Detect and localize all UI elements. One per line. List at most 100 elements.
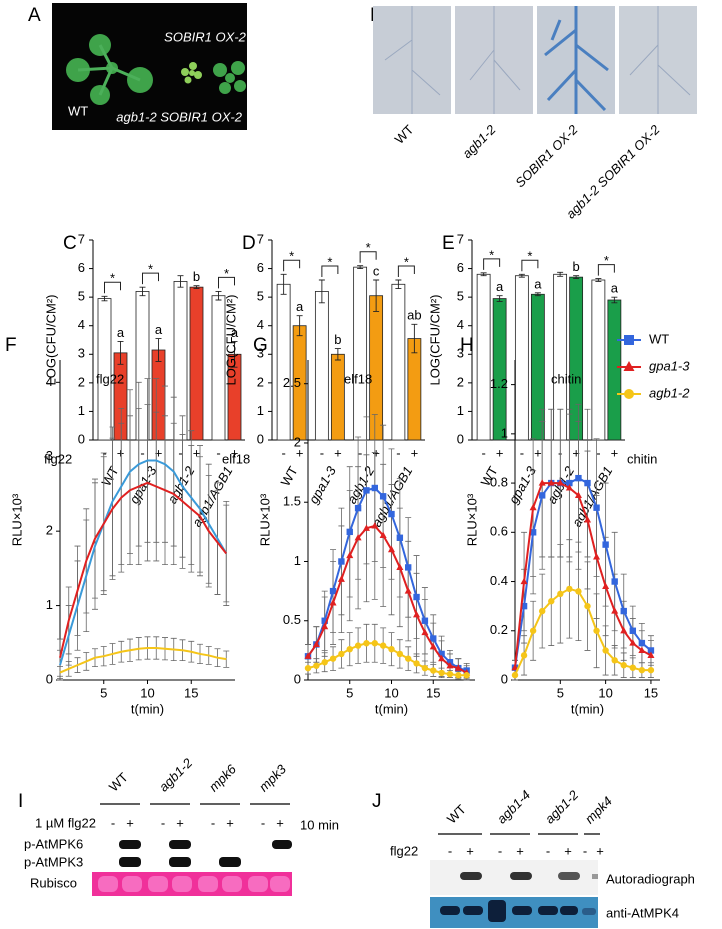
panel-label: F: [5, 335, 17, 356]
treatment-sign: -: [358, 445, 362, 460]
panel-label: I: [18, 791, 23, 812]
treatment-sign: -: [140, 445, 144, 460]
x-tick-label: 5: [346, 685, 353, 700]
y-axis-label: RLU×10³: [9, 493, 24, 546]
y-tick-label: 2: [46, 523, 53, 538]
data-point: [396, 650, 404, 658]
x-tick-label: 15: [644, 685, 658, 700]
y-tick-label: 5: [78, 289, 85, 304]
genotype-label: agb1-2: [156, 755, 196, 795]
data-point: [304, 652, 312, 659]
data-point: [338, 650, 345, 658]
significance-bracket: [397, 265, 415, 277]
significance-bracket: [359, 251, 377, 263]
treatment-sign: +: [231, 445, 239, 460]
data-point: [620, 662, 627, 669]
error-bar: [280, 273, 287, 295]
data-point: [312, 640, 320, 648]
data-point: [520, 652, 528, 659]
y-tick-label: 0.2: [490, 622, 508, 637]
y-tick-label: 1: [457, 403, 464, 418]
genotype-label: WT: [106, 770, 131, 795]
error-bar: [496, 295, 503, 302]
data-point: [529, 503, 537, 511]
significance-bracket: [521, 259, 539, 272]
significance-bracket: [321, 265, 339, 277]
data-point: [611, 657, 618, 664]
data-point: [463, 672, 470, 679]
treatment-sign: +: [496, 445, 504, 460]
y-tick-label: 7: [78, 231, 85, 246]
data-point: [413, 593, 420, 601]
y-tick-label: 3: [46, 448, 53, 463]
data-point: [329, 655, 337, 662]
x-axis-label: t(min): [375, 701, 408, 716]
data-point: [396, 563, 404, 570]
data-point: [337, 575, 345, 582]
plus: +: [226, 815, 234, 830]
bar: [407, 338, 422, 441]
data-point: [329, 587, 337, 595]
panel-label: G: [253, 335, 268, 356]
bar: [151, 349, 166, 441]
error-bar: [101, 295, 108, 302]
minus: -: [448, 843, 452, 858]
data-point: [379, 493, 387, 500]
error-bar: [223, 504, 230, 603]
y-tick-label: 1.5: [283, 494, 301, 509]
western-bands: [440, 900, 596, 922]
data-point: [446, 670, 454, 678]
sample-label: SOBIR1 OX-2: [512, 121, 581, 190]
data-point: [538, 607, 546, 615]
data-point: [602, 647, 609, 654]
panel-label: E: [442, 233, 455, 254]
genotype-label: mpk4: [582, 793, 615, 826]
significance-bracket: [142, 272, 159, 285]
significance-star: *: [289, 249, 294, 264]
panel-label: A: [28, 5, 41, 26]
data-point: [538, 479, 546, 486]
y-tick-label: 2: [78, 374, 85, 389]
panel-label: D: [242, 233, 256, 254]
treatment-sign: -: [481, 445, 485, 460]
error-bar: [573, 275, 580, 280]
data-point: [354, 642, 362, 649]
significance-star: *: [110, 271, 115, 286]
y-tick-label: 1: [501, 425, 508, 440]
data-point: [430, 635, 437, 642]
bar: [113, 352, 128, 441]
significance-bracket: [283, 259, 301, 272]
data-point: [438, 654, 446, 662]
treatment-sign: +: [155, 445, 163, 460]
sample-label: WT: [392, 122, 417, 147]
treatment-label: 1 µM flg22: [35, 815, 96, 830]
error-bar: [215, 290, 222, 301]
y-tick-label: 0.5: [283, 612, 301, 627]
error-bar: [518, 273, 525, 278]
plus: +: [564, 843, 572, 858]
data-point: [413, 610, 421, 618]
series-line: [514, 477, 652, 668]
y-tick-label: 4: [78, 317, 85, 332]
bar: [135, 291, 150, 441]
y-tick-label: 1: [257, 403, 264, 418]
error-bar: [411, 323, 418, 354]
genotype-label: mpk3: [256, 761, 290, 795]
minus: -: [498, 843, 502, 858]
data-point: [620, 607, 627, 615]
minus: -: [111, 815, 115, 830]
y-tick-label: 3: [457, 346, 464, 361]
treatment-sign: +: [411, 445, 419, 460]
data-point: [363, 640, 370, 647]
data-point: [371, 640, 378, 647]
error-bar: [177, 275, 184, 288]
bar: [369, 295, 384, 441]
photo-label: WT: [68, 103, 88, 118]
plant-sobir1: [181, 62, 202, 84]
data-point: [538, 492, 546, 499]
data-point: [430, 667, 437, 674]
data-point: [371, 484, 378, 492]
y-axis-label: LOG(CFU/CM²): [427, 295, 442, 386]
x-tick-label: 10: [140, 685, 154, 700]
